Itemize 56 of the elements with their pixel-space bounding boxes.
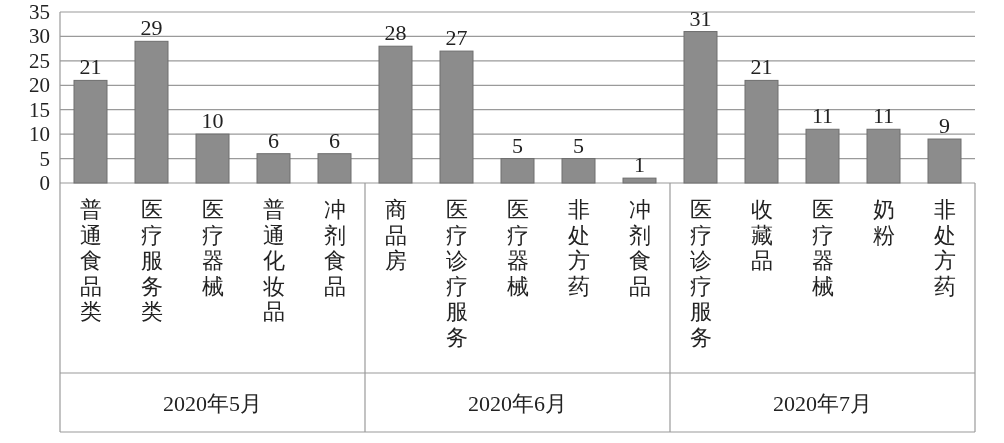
y-tick-label: 35 bbox=[29, 0, 50, 24]
x-tick-label: 医疗器械 bbox=[506, 197, 529, 299]
x-tick-label: 医疗器械 bbox=[201, 197, 224, 299]
bar bbox=[317, 153, 352, 184]
x-tick-label: 普通食品类 bbox=[79, 197, 102, 324]
data-label: 5 bbox=[573, 132, 584, 158]
bar bbox=[439, 50, 474, 184]
x-tick-label: 医疗诊疗服务 bbox=[689, 197, 712, 350]
data-label: 27 bbox=[445, 25, 468, 51]
x-tick-label: 冲剂食品 bbox=[628, 197, 651, 299]
data-label: 31 bbox=[689, 5, 712, 31]
data-label: 6 bbox=[329, 127, 340, 153]
x-tick-label: 非处方药 bbox=[567, 197, 590, 299]
data-label: 29 bbox=[140, 15, 163, 41]
bar bbox=[378, 45, 413, 184]
data-label: 11 bbox=[811, 103, 834, 129]
y-tick-label: 10 bbox=[29, 122, 50, 147]
y-tick-label: 5 bbox=[39, 146, 50, 171]
text: 2020年6月 bbox=[468, 391, 567, 416]
x-tick-label: 医疗服务类 bbox=[140, 197, 163, 324]
bar bbox=[256, 153, 291, 184]
bar bbox=[195, 133, 230, 184]
bar bbox=[683, 31, 718, 184]
x-tick-label: 普通化妆品 bbox=[262, 197, 285, 324]
x-tick-label: 商品房 bbox=[384, 197, 407, 273]
x-tick-label: 医疗诊疗服务 bbox=[445, 197, 468, 350]
y-tick-label: 25 bbox=[29, 48, 50, 73]
y-tick-label: 20 bbox=[29, 73, 50, 98]
x-tick-label: 奶粉 bbox=[872, 197, 895, 248]
bar bbox=[134, 40, 169, 184]
x-tick-label: 非处方药 bbox=[933, 197, 956, 299]
x-tick-label: 收藏品 bbox=[750, 197, 773, 273]
bar bbox=[73, 79, 108, 184]
data-label: 21 bbox=[79, 54, 102, 80]
x-tick-label: 医疗器械 bbox=[811, 197, 834, 299]
bar bbox=[500, 158, 535, 184]
y-tick-label: 30 bbox=[29, 24, 50, 49]
bar bbox=[927, 138, 962, 184]
data-label: 21 bbox=[750, 54, 773, 80]
data-label: 11 bbox=[872, 103, 895, 129]
bar bbox=[622, 177, 657, 184]
data-label: 9 bbox=[939, 113, 950, 139]
data-label: 1 bbox=[634, 152, 645, 178]
text: 2020年5月 bbox=[163, 391, 262, 416]
x-tick-label: 冲剂食品 bbox=[323, 197, 346, 299]
bar bbox=[866, 128, 901, 184]
y-tick-label: 15 bbox=[29, 97, 50, 122]
data-label: 6 bbox=[268, 127, 279, 153]
data-label: 5 bbox=[512, 132, 523, 158]
bar bbox=[805, 128, 840, 184]
bar bbox=[744, 79, 779, 184]
text: 2020年7月 bbox=[773, 391, 872, 416]
data-label: 28 bbox=[384, 20, 407, 46]
y-tick-label: 0 bbox=[39, 171, 50, 195]
bar bbox=[561, 158, 596, 184]
data-label: 10 bbox=[201, 108, 224, 134]
